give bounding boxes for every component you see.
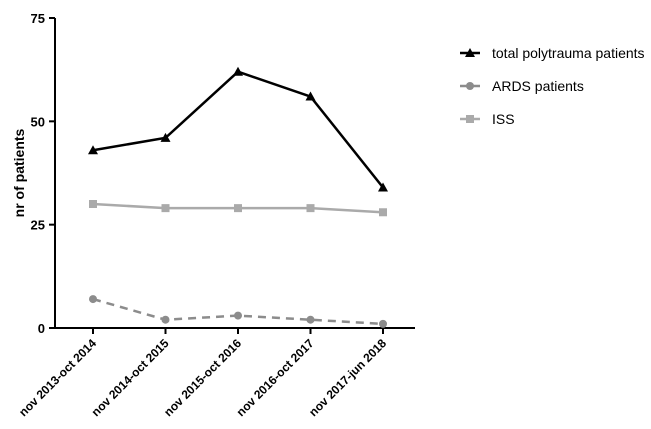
data-point [378, 182, 388, 192]
y-ticks: 0 25 50 75 [31, 11, 55, 336]
data-point [160, 132, 171, 142]
y-axis-label: nr of patients [11, 128, 27, 217]
legend-marker [466, 82, 474, 90]
y-tick-label: 25 [31, 218, 45, 233]
series-line [92, 297, 384, 326]
legend: total polytrauma patients ARDS patients IS… [460, 45, 645, 127]
y-tick-label: 0 [38, 321, 45, 336]
series-layer [88, 66, 388, 328]
y-tick-label: 75 [31, 11, 45, 26]
series-0 [88, 66, 388, 192]
x-tick-label: nov 2014-oct 2015 [89, 336, 172, 419]
x-tick-label: nov 2015-oct 2016 [161, 336, 244, 419]
data-point [234, 204, 242, 213]
data-point [89, 200, 97, 208]
data-point [306, 315, 315, 324]
data-point [89, 295, 97, 304]
axes [54, 18, 415, 329]
data-point [379, 319, 387, 328]
legend-item: total polytrauma patients [460, 45, 645, 61]
data-point [233, 66, 243, 76]
y-tick-label: 50 [31, 114, 45, 129]
data-point [88, 145, 98, 155]
data-point [379, 208, 387, 217]
legend-label: ARDS patients [492, 78, 584, 94]
data-point [161, 204, 170, 213]
legend-item: ISS [460, 111, 515, 127]
x-tick-label: nov 2013-oct 2014 [16, 336, 99, 419]
series-2 [89, 200, 387, 217]
legend-marker [465, 48, 475, 57]
legend-label: ISS [492, 111, 515, 127]
legend-item: ARDS patients [460, 78, 584, 94]
data-point [305, 91, 316, 101]
series-line [92, 70, 384, 189]
legend-marker [466, 115, 474, 123]
legend-label: total polytrauma patients [492, 45, 645, 61]
x-tick-label: nov 2016-oct 2017 [234, 336, 317, 419]
x-tick-label: nov 2017-jun 2018 [306, 336, 389, 419]
data-point [161, 315, 170, 324]
data-point [306, 204, 315, 213]
data-point [234, 311, 242, 320]
series-1 [89, 295, 387, 328]
